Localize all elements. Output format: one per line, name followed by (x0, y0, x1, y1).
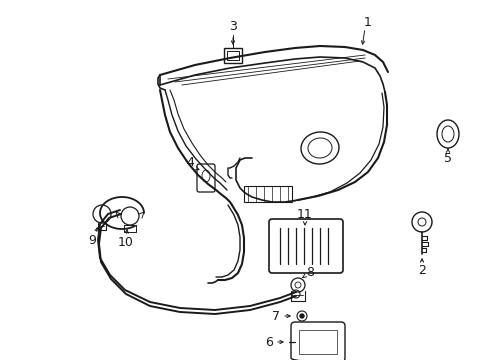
Bar (244, 186, 291, 202)
Bar (224, 48, 242, 63)
Text: 5: 5 (443, 152, 451, 165)
Text: 6: 6 (264, 336, 272, 348)
Text: 1: 1 (364, 15, 371, 28)
Circle shape (299, 314, 304, 318)
Text: 9: 9 (88, 234, 96, 247)
Text: 2: 2 (417, 264, 425, 276)
Text: 3: 3 (228, 19, 237, 32)
Bar (226, 51, 239, 60)
Text: 4: 4 (185, 156, 194, 168)
Text: 7: 7 (271, 310, 280, 323)
Text: 11: 11 (297, 208, 312, 221)
Text: 10: 10 (118, 235, 134, 248)
Bar (298, 330, 336, 354)
Text: 8: 8 (305, 266, 313, 279)
